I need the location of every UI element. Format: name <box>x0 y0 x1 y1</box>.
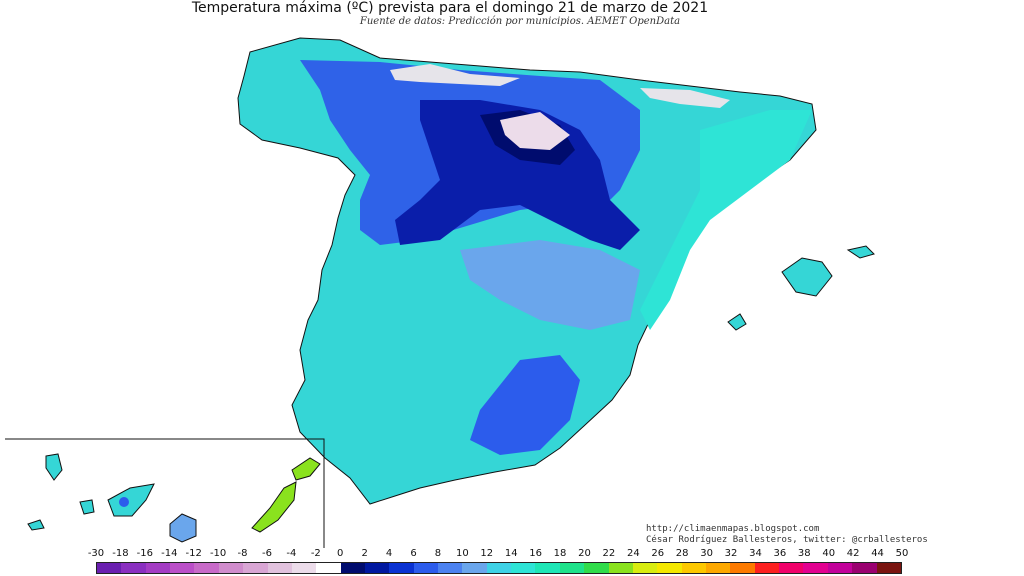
legend-tick-label: 32 <box>724 548 738 559</box>
legend-swatch <box>462 563 487 573</box>
legend-tick-label: 18 <box>553 548 567 559</box>
cool-zone-south <box>470 355 580 455</box>
legend-swatch <box>267 563 292 573</box>
legend-tick-label: 26 <box>651 548 665 559</box>
legend-tick-label: -12 <box>185 548 202 559</box>
lanzarote <box>291 457 321 481</box>
mallorca <box>781 257 833 297</box>
warm-zone-east-coast <box>640 110 812 330</box>
legend-swatch <box>511 563 536 573</box>
legend-swatch <box>97 563 122 573</box>
credits-url: http://climaenmapas.blogspot.com <box>646 524 820 534</box>
legend-swatch <box>779 563 804 573</box>
legend-tick-label: 4 <box>385 548 393 559</box>
credits-author: César Rodríguez Ballesteros, twitter: @c… <box>646 535 928 545</box>
legend-swatch <box>121 563 146 573</box>
legend-tick-label: 42 <box>846 548 860 559</box>
legend-tick-label: 6 <box>410 548 417 559</box>
fuerteventura <box>251 481 297 533</box>
legend-swatch <box>170 563 195 573</box>
legend-tick-label: 24 <box>626 548 640 559</box>
legend-swatch <box>803 563 828 573</box>
legend-tick-label: 0 <box>337 548 344 559</box>
legend-swatch <box>827 563 853 573</box>
legend-tick-label: 28 <box>675 548 689 559</box>
legend-swatch <box>852 563 877 573</box>
legend-tick-label: -6 <box>261 548 272 559</box>
legend-tick-label: 20 <box>578 548 591 559</box>
legend-tick-label: 10 <box>455 548 469 559</box>
legend-swatch <box>194 563 219 573</box>
legend-tick-label: 44 <box>871 548 884 559</box>
color-legend: -30 -18 -16 -14 -12 -10 -8 -6 -4 -2 0 2 4 6 8 10 12 14 16 1… <box>88 548 909 576</box>
legend-tick-label: 8 <box>434 548 442 559</box>
legend-tick-label: 14 <box>504 548 518 559</box>
snow-zone-pyrenees <box>640 88 730 108</box>
la-gomera <box>79 499 95 515</box>
snow-zone-cantabria <box>390 64 520 86</box>
legend-tick-label: 50 <box>895 548 909 559</box>
legend-tick-label: 12 <box>480 548 494 559</box>
legend-tick-label: 30 <box>700 548 713 559</box>
menorca <box>846 245 875 259</box>
legend-tick-label: -30 <box>87 548 105 559</box>
legend-tick-label: 40 <box>822 548 836 559</box>
map-subtitle: Fuente de datos: Predicción por municipi… <box>359 16 681 27</box>
gran-canaria <box>169 513 197 543</box>
legend-swatch <box>657 563 682 573</box>
legend-swatch <box>754 563 780 573</box>
legend-tick-label: 36 <box>773 548 787 559</box>
legend-swatch <box>438 563 463 573</box>
legend-swatch <box>364 563 390 573</box>
cold-zone-core <box>395 100 640 250</box>
legend-tick-label: -14 <box>161 548 178 559</box>
la-palma <box>45 453 63 481</box>
el-hierro <box>27 519 45 531</box>
legend-tick-label: -8 <box>237 548 248 559</box>
legend-swatch <box>584 563 609 573</box>
legend-labels: -30 -18 -16 -14 -12 -10 -8 -6 -4 -2 0 2 4 6 8 10 12 14 16 1… <box>88 548 909 560</box>
legend-swatch <box>413 563 439 573</box>
teide-peak <box>119 497 129 507</box>
legend-bar <box>96 562 902 574</box>
credits: http://climaenmapas.blogspot.com César R… <box>646 524 928 546</box>
legend-swatch <box>316 563 341 573</box>
legend-swatch <box>608 563 633 573</box>
canary-inset-frame <box>5 438 325 548</box>
legend-tick-label: 22 <box>602 548 616 559</box>
map-title: Temperatura máxima (ºC) prevista para el… <box>191 0 709 16</box>
legend-tick-label: -2 <box>310 548 321 559</box>
legend-swatch <box>535 563 560 573</box>
legend-tick-label: 2 <box>361 548 368 559</box>
legend-tick-label: 16 <box>529 548 542 559</box>
legend-tick-label: -10 <box>209 548 227 559</box>
legend-tick-label: -4 <box>286 548 297 559</box>
legend-swatch <box>389 563 414 573</box>
legend-tick-label: 34 <box>749 548 762 559</box>
legend-swatch <box>705 563 731 573</box>
legend-swatch <box>340 563 365 573</box>
legend-swatch <box>291 563 317 573</box>
legend-swatch <box>218 563 244 573</box>
legend-swatch <box>243 563 268 573</box>
legend-tick-label: 38 <box>797 548 811 559</box>
mild-zone-center <box>460 240 640 330</box>
legend-swatch <box>145 563 171 573</box>
legend-tick-label: -18 <box>112 548 129 559</box>
legend-swatch <box>730 563 755 573</box>
legend-tick-label: -16 <box>136 548 154 559</box>
legend-swatch <box>486 563 512 573</box>
legend-swatch <box>876 563 901 573</box>
legend-swatch <box>681 563 706 573</box>
snow-zone-iberico <box>500 112 570 150</box>
legend-swatch <box>632 563 658 573</box>
legend-swatch <box>559 563 585 573</box>
ibiza <box>727 313 747 331</box>
tenerife <box>107 483 155 517</box>
